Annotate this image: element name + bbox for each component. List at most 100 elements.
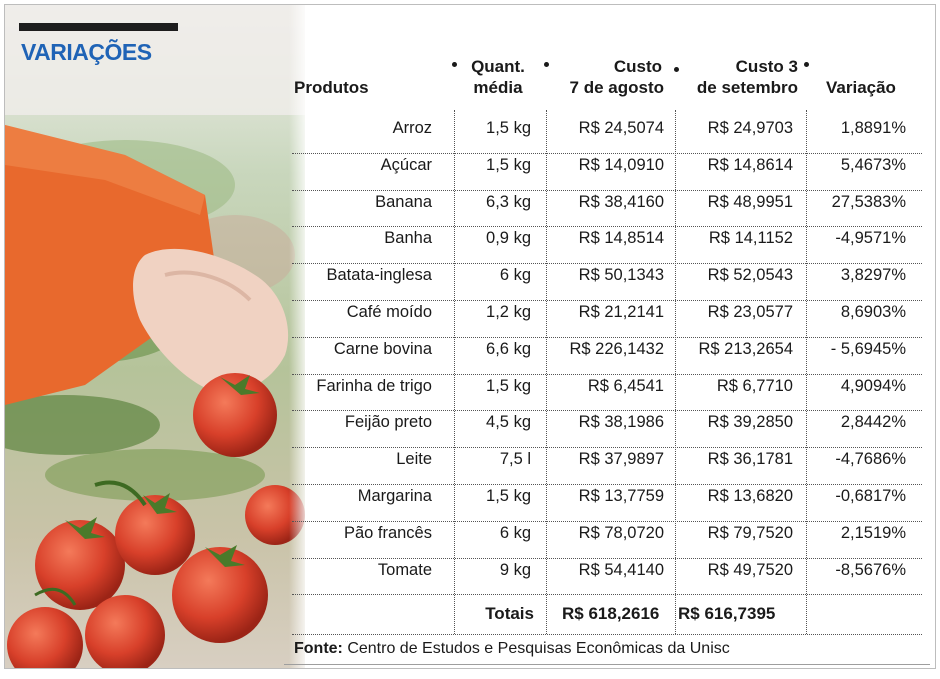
cell-custo-setembro: R$ 52,0543: [707, 266, 793, 285]
cell-variacao: - 5,6945%: [830, 339, 906, 358]
cell-quant: 1,2 kg: [486, 303, 531, 321]
cell-produto: Café moído: [346, 303, 432, 321]
cell-variacao: 27,5383%: [831, 192, 906, 211]
cell-custo-agosto: R$ 50,1343: [578, 266, 664, 285]
cell-variacao: 5,4673%: [840, 155, 906, 174]
cell-quant: 1,5 kg: [486, 487, 531, 505]
header-custo-setembro-line2: de setembro: [696, 78, 798, 97]
cell-quant: 6 kg: [499, 266, 531, 285]
cell-custo-agosto: R$ 13,7759: [578, 487, 664, 505]
header-bullet-dot: [804, 62, 809, 67]
header-quant-line2: média: [473, 78, 523, 97]
cell-produto: Açúcar: [380, 155, 432, 174]
header-produtos: Produtos: [294, 78, 369, 97]
cell-custo-setembro: R$ 13,6820: [707, 487, 793, 505]
cell-custo-agosto: R$ 6,4541: [587, 376, 664, 395]
title-accent-bar: [19, 23, 178, 31]
row-separator: [292, 594, 922, 596]
cell-custo-setembro: R$ 14,8614: [707, 155, 793, 174]
cell-quant: 7,5 l: [499, 450, 531, 469]
header-quant: Quant. média: [458, 56, 538, 98]
cell-produto: Pão francês: [343, 523, 432, 542]
table-panel: [289, 5, 935, 668]
cell-variacao: -8,5676%: [835, 560, 906, 579]
cell-quant: 6,6 kg: [486, 339, 531, 358]
cell-custo-setembro: R$ 79,7520: [707, 523, 793, 542]
cell-quant: 6 kg: [499, 523, 531, 542]
column-separator: [454, 110, 455, 634]
cell-custo-agosto: R$ 38,4160: [578, 192, 664, 211]
page-title: VARIAÇÕES: [21, 39, 152, 65]
cell-produto: Banana: [375, 192, 432, 211]
totals-custo-setembro: R$ 616,7395: [678, 604, 776, 623]
background-photo-tomatoes: [5, 5, 305, 668]
cell-produto: Margarina: [357, 487, 432, 505]
cell-produto: Feijão preto: [344, 413, 432, 432]
source-text: Centro de Estudos e Pesquisas Econômicas…: [347, 640, 730, 657]
row-separator: [292, 484, 922, 485]
cell-custo-agosto: R$ 37,9897: [578, 450, 664, 469]
cell-variacao: 2,8442%: [840, 413, 906, 432]
bottom-rule: [284, 664, 930, 665]
cell-variacao: 1,8891%: [840, 119, 906, 137]
cell-custo-setembro: R$ 14,1152: [708, 229, 793, 248]
totals-separator: [292, 634, 922, 635]
cell-variacao: -0,6817%: [835, 487, 906, 505]
header-custo-setembro: Custo 3 de setembro: [672, 56, 798, 98]
row-separator: [292, 520, 922, 522]
cell-quant: 1,5 kg: [486, 155, 531, 174]
cell-produto: Arroz: [392, 119, 432, 137]
row-separator: [292, 300, 922, 301]
cell-variacao: -4,7686%: [835, 450, 906, 469]
cell-quant: 0,9 kg: [486, 229, 531, 248]
source-label: Fonte:: [294, 640, 343, 657]
row-separator: [292, 447, 922, 449]
cell-produto: Tomate: [377, 560, 432, 579]
cell-variacao: -4,9571%: [835, 229, 906, 248]
row-separator: [292, 410, 922, 412]
cell-quant: 1,5 kg: [486, 376, 531, 395]
infographic-frame: VARIAÇÕES: [4, 4, 936, 669]
header-bullet-dot: [544, 62, 549, 67]
cell-produto: Farinha de trigo: [316, 376, 432, 395]
cell-quant: 9 kg: [499, 560, 531, 579]
column-separator: [546, 110, 547, 634]
cell-custo-agosto: R$ 21,2141: [578, 303, 664, 321]
cell-custo-setembro: R$ 36,1781: [707, 450, 793, 469]
header-variacao: Variação: [826, 78, 896, 97]
cell-custo-setembro: R$ 213,2654: [698, 339, 794, 358]
totals-label: Totais: [485, 604, 534, 623]
row-separator: [292, 152, 922, 154]
header-custo-agosto-line2: 7 de agosto: [569, 78, 664, 97]
cell-produto: Leite: [396, 450, 432, 469]
cell-quant: 4,5 kg: [486, 413, 531, 432]
cell-variacao: 3,8297%: [840, 266, 906, 285]
row-separator: [292, 263, 922, 265]
header-custo-agosto-line1: Custo: [613, 57, 662, 76]
cell-custo-agosto: R$ 78,0720: [578, 523, 664, 542]
cell-variacao: 2,1519%: [840, 523, 906, 542]
cell-custo-agosto: R$ 226,1432: [569, 339, 665, 358]
column-separator: [675, 110, 676, 634]
cell-custo-setembro: R$ 39,2850: [707, 413, 793, 432]
cell-custo-setembro: R$ 6,7710: [716, 376, 793, 395]
cell-custo-setembro: R$ 48,9951: [707, 192, 793, 211]
row-separator: [292, 336, 922, 338]
cell-produto: Batata-inglesa: [326, 266, 433, 285]
cell-custo-agosto: R$ 54,4140: [578, 560, 664, 579]
row-separator: [292, 226, 922, 228]
cell-custo-agosto: R$ 14,0910: [578, 155, 664, 174]
header-custo-setembro-line1: Custo 3: [735, 57, 798, 76]
cell-custo-setembro: R$ 23,0577: [707, 303, 793, 321]
totals-custo-agosto: R$ 618,2616: [562, 604, 660, 623]
row-separator: [292, 373, 922, 375]
cell-quant: 1,5 kg: [486, 119, 531, 137]
row-separator: [292, 189, 922, 191]
row-separator: [292, 557, 922, 559]
cell-custo-agosto: R$ 24,5074: [578, 119, 664, 137]
header-bullet-dot: [452, 62, 457, 67]
column-separator: [806, 110, 807, 634]
cell-variacao: 8,6903%: [840, 303, 906, 321]
source-note: Fonte: Centro de Estudos e Pesquisas Eco…: [294, 640, 730, 658]
cell-custo-agosto: R$ 14,8514: [578, 229, 664, 248]
